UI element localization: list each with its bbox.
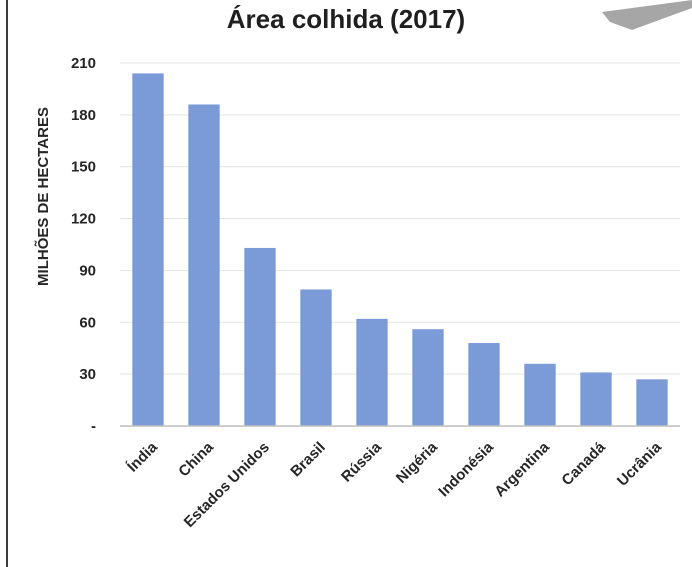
- x-tick-label: Índia: [124, 438, 161, 475]
- bars: [132, 73, 668, 426]
- bar-ucrânia: [636, 379, 668, 426]
- y-tick-label: 120: [71, 211, 96, 228]
- x-tick-label: Argentina: [491, 438, 553, 500]
- bar-brasil: [300, 289, 332, 426]
- y-tick-label: 150: [71, 159, 96, 176]
- bar-rússia: [356, 318, 388, 426]
- y-tick-labels: - 30 60 90 120 150 180 210: [71, 55, 96, 435]
- x-tick-label: China: [175, 438, 217, 480]
- x-tick-label: Indonésia: [435, 438, 497, 500]
- y-tick-label: 30: [79, 366, 96, 383]
- y-tick-label: 210: [71, 55, 96, 72]
- x-tick-label: Canadá: [558, 438, 609, 489]
- x-tick-label: Brasil: [287, 439, 329, 481]
- chart-title: Área colhida (2017): [226, 4, 466, 34]
- bar-nigéria: [412, 329, 444, 426]
- bar-argentina: [524, 363, 556, 426]
- corner-decoration: [602, 0, 692, 30]
- x-tick-label: Rússia: [338, 438, 385, 485]
- x-tick-label: Ucrânia: [614, 438, 665, 489]
- bar-estados-unidos: [244, 247, 276, 426]
- x-tick-label: Nigéria: [393, 438, 441, 486]
- y-tick-label: 90: [79, 262, 96, 279]
- y-tick-label: 60: [79, 314, 96, 331]
- y-tick-label: 180: [71, 107, 96, 124]
- y-tick-label: -: [91, 418, 96, 435]
- y-axis-label: MILHÕES DE HECTARES: [34, 107, 52, 286]
- bar-canadá: [580, 372, 612, 426]
- left-border-line: [6, 0, 8, 567]
- bar-china: [188, 104, 220, 426]
- bar-indonésia: [468, 343, 500, 426]
- bar-índia: [132, 73, 164, 426]
